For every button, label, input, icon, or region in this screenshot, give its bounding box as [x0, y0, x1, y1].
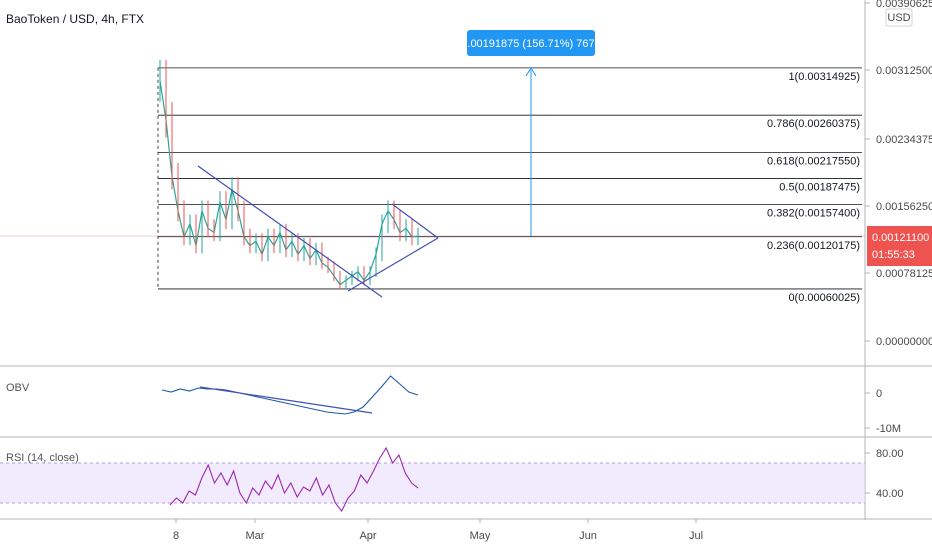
price-line — [159, 80, 419, 286]
fib-level-label: 0.5(0.00187475) — [779, 181, 860, 193]
obv-series — [161, 375, 419, 415]
chart-background — [0, 0, 865, 550]
obv-line — [161, 375, 419, 415]
descending-trendline[interactable] — [197, 165, 383, 298]
currency-label: USD — [887, 12, 910, 24]
price-tick-label: 0.00234375 — [876, 134, 932, 146]
rsi-tick-label: 40.00 — [876, 488, 904, 500]
fib-level-label: 0.382(0.00157400) — [767, 208, 860, 220]
obv-tick-label: 0 — [876, 388, 882, 400]
rsi-line — [169, 446, 419, 513]
obv-tick-label: -10M — [876, 423, 901, 435]
rsi-axis-ticks: 80.00 40.00 — [865, 448, 904, 500]
rsi-pane-label[interactable]: RSI (14, close) — [6, 452, 79, 464]
price-series — [159, 60, 419, 290]
obv-pane-label[interactable]: OBV — [6, 382, 30, 394]
price-tick-label: 0.00156250 — [876, 201, 932, 213]
rsi-series — [169, 446, 419, 513]
fib-level-label: 1(0.00314925) — [788, 71, 860, 83]
price-tick-label: 0.00000000 — [876, 336, 932, 348]
measure-tool[interactable]: 0.00191875 (156.71%) 7675 — [461, 30, 601, 236]
measure-label-box — [467, 30, 595, 56]
price-axis-ticks: 0.00390625 0.00312500 0.00234375 0.00156250… — [865, 0, 932, 348]
last-price-badge: 0.00121100 01:55:33 — [867, 226, 932, 266]
time-tick-label: Apr — [359, 530, 376, 542]
measure-label: 0.00191875 (156.71%) 7675 — [461, 38, 600, 50]
currency-selector[interactable]: USD — [885, 8, 913, 27]
price-tick-label: 0.00078125 — [876, 268, 932, 280]
rsi-tick-label: 80.00 — [876, 448, 904, 460]
fib-level-label: 0.786(0.00260375) — [767, 118, 860, 130]
last-price-countdown: 01:55:33 — [872, 249, 915, 261]
price-tick-label: 0.00312500 — [876, 65, 932, 77]
ascending-trendline[interactable] — [347, 237, 439, 292]
time-tick-label: 8 — [173, 530, 179, 542]
time-axis-ticks: 8 Mar Apr May Jun Jul — [173, 519, 703, 542]
obv-axis-ticks: 0 -10M — [865, 388, 901, 435]
fib-level-label: 0.236(0.00120175) — [767, 240, 860, 252]
rsi-band — [0, 463, 865, 503]
time-tick-label: May — [470, 530, 491, 542]
obv-trendline[interactable] — [199, 386, 373, 414]
wedge-upper-line[interactable] — [391, 203, 439, 239]
price-tick-label: 0.00390625 — [876, 0, 932, 10]
last-price-value: 0.00121100 — [872, 232, 929, 244]
time-tick-label: Mar — [246, 530, 265, 542]
trendlines[interactable] — [197, 165, 439, 298]
measure-arrow-head — [525, 67, 537, 77]
time-tick-label: Jun — [579, 530, 597, 542]
symbol-title[interactable]: BaoToken / USD, 4h, FTX — [6, 12, 144, 26]
time-tick-label: Jul — [689, 530, 703, 542]
fib-level-label: 0.618(0.00217550) — [767, 155, 860, 167]
fib-retracement[interactable]: 1(0.00314925) 0.786(0.00260375) 0.618(0.00… — [157, 67, 862, 304]
fib-level-label: 0(0.00060025) — [788, 292, 860, 304]
